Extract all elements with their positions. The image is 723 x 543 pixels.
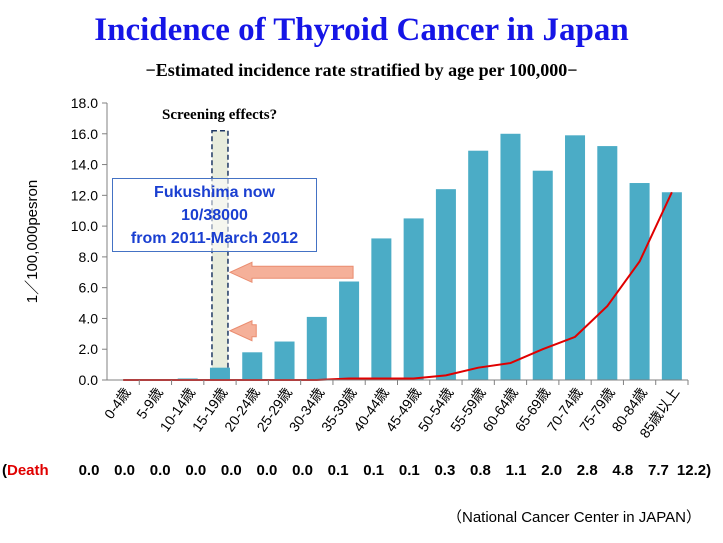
- chart-title: Incidence of Thyroid Cancer in Japan: [94, 12, 629, 48]
- fukushima-line-1: Fukushima now: [154, 184, 275, 201]
- bar-15-19歳: [209, 367, 230, 380]
- screening-effects-note: Screening effects?: [162, 107, 278, 123]
- bar-30-34歳: [306, 316, 327, 380]
- death-value: 0.1: [363, 462, 385, 479]
- y-tick-label-18.0: 18.0: [71, 95, 98, 111]
- screening-arrow-1: [228, 261, 354, 284]
- source-note: （National Cancer Center in JAPAN）: [447, 509, 701, 526]
- y-tick-label-8.0: 8.0: [79, 249, 99, 265]
- screening-layer: [211, 129, 229, 381]
- death-value: 0.0: [256, 462, 278, 479]
- bar-70-74歳: [565, 135, 586, 380]
- bar-55-59歳: [468, 150, 489, 380]
- bar-85歳以上: [661, 192, 682, 380]
- bar-65-69歳: [532, 170, 553, 380]
- chart-subtitle: −Estimated incidence rate stratified by …: [145, 60, 578, 80]
- bar-60-64歳: [500, 133, 521, 380]
- death-value: 0.1: [327, 462, 349, 479]
- bars-layer: [177, 133, 682, 380]
- x-tick-label-0-4歳: 0-4歳: [101, 385, 134, 422]
- y-tick-label-4.0: 4.0: [79, 310, 99, 326]
- death-value: 4.8: [612, 462, 634, 479]
- bar-35-39歳: [339, 281, 360, 380]
- death-value: 2.0: [541, 462, 563, 479]
- bar-20-24歳: [242, 352, 263, 380]
- death-value: 0.0: [220, 462, 242, 479]
- fukushima-line-2: 10/38000: [181, 207, 248, 224]
- x-tick-label-5-9歳: 5-9歳: [133, 385, 166, 422]
- bar-45-49歳: [403, 218, 424, 380]
- bar-40-44歳: [371, 238, 392, 380]
- axes-layer: 0.0 2.0 4.0 6.0 8.0 10.0 12.0 14.0 16.0 18.0 0-4歳 5…: [24, 95, 689, 441]
- fukushima-annotation-box: Fukushima now 10/38000 from 2011-March 2…: [112, 178, 317, 252]
- y-tick-label-12.0: 12.0: [71, 187, 98, 203]
- arrows-layer: [228, 261, 354, 342]
- death-value: 0.0: [78, 462, 100, 479]
- y-tick-label-10.0: 10.0: [71, 218, 98, 234]
- bar-75-79歳: [597, 146, 618, 380]
- death-value: 2.8: [576, 462, 598, 479]
- death-value: 0.3: [434, 462, 456, 479]
- y-tick-label-6.0: 6.0: [79, 280, 99, 296]
- death-value: 1.1: [505, 462, 527, 479]
- bar-chart: 0.0 2.0 4.0 6.0 8.0 10.0 12.0 14.0 16.0 18.0 0-4歳 5…: [24, 95, 689, 441]
- death-value: 0.1: [398, 462, 420, 479]
- y-tick-label-2.0: 2.0: [79, 341, 99, 357]
- death-value: 12.2): [676, 462, 712, 479]
- bar-25-29歳: [274, 341, 295, 380]
- death-value: 0.0: [114, 462, 136, 479]
- fukushima-line-3: from 2011-March 2012: [130, 230, 299, 247]
- y-tick-label-0.0: 0.0: [79, 372, 99, 388]
- y-tick-label-16.0: 16.0: [71, 126, 98, 142]
- death-value: 0.0: [185, 462, 207, 479]
- screening-effects-box: [211, 129, 229, 381]
- death-row-label: (Death: [2, 462, 49, 479]
- bar-80-84歳: [629, 183, 650, 380]
- bar-50-54歳: [435, 189, 456, 380]
- screening-arrow-2: [228, 319, 257, 342]
- y-tick-label-14.0: 14.0: [71, 157, 98, 173]
- death-value: 0.0: [292, 462, 313, 479]
- death-row-word: Death: [7, 462, 49, 479]
- death-row-open-paren: (: [2, 462, 7, 479]
- y-axis-label: 1／100,000pesron: [24, 180, 41, 303]
- death-rate-row: (Death 0.0 0.0 0.0 0.0 0.0 0.0 0.0 0.1 0.1 0.1 0.3…: [0, 456, 723, 486]
- death-value: 0.8: [470, 462, 491, 479]
- death-value: 7.7: [647, 462, 669, 479]
- death-value: 0.0: [149, 462, 171, 479]
